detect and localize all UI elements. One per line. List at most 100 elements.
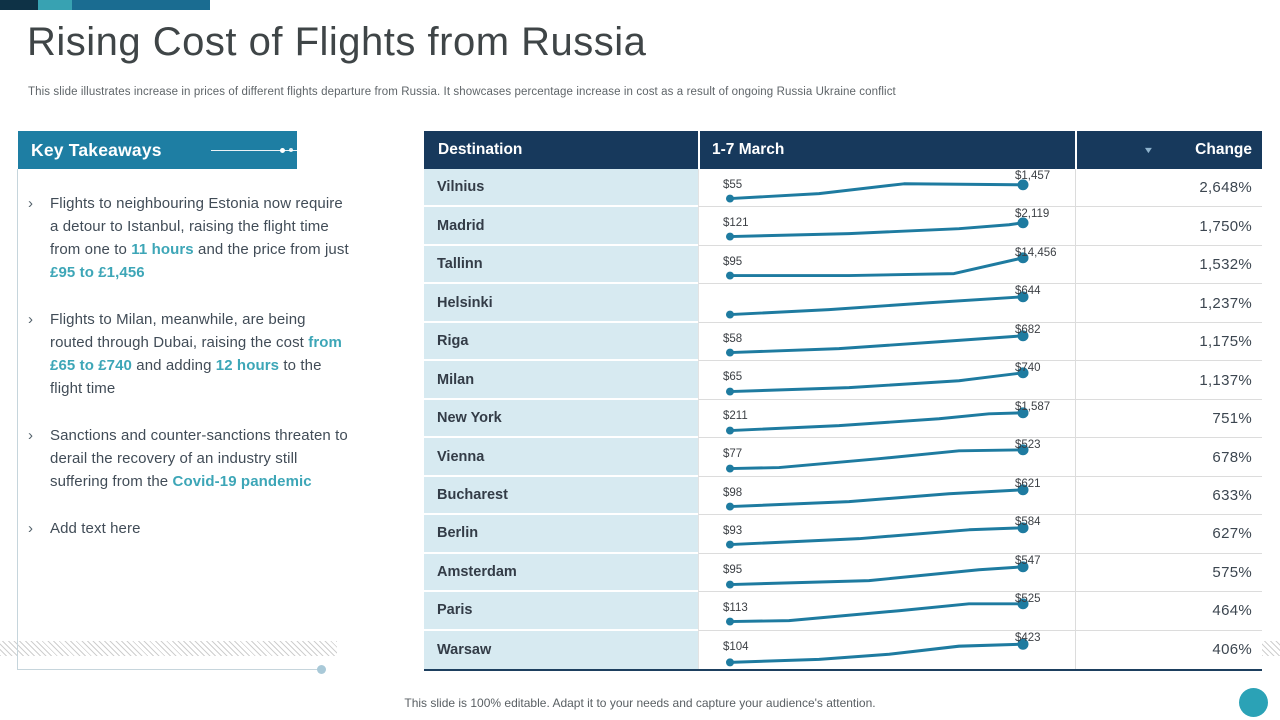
end-point-marker bbox=[1017, 291, 1029, 303]
price-trend-cell: $121 $2,119 bbox=[698, 207, 1075, 246]
price-trend-cell: $113 $525 bbox=[698, 592, 1075, 631]
top-accent-segment bbox=[0, 0, 38, 10]
start-point-marker bbox=[726, 464, 734, 473]
sparkline-path bbox=[728, 295, 1025, 317]
sparkline-path bbox=[728, 221, 1025, 239]
table-row: Berlin $93 $584 627% bbox=[424, 515, 1262, 554]
sparkline-path bbox=[728, 602, 1025, 624]
sparkline-path bbox=[728, 526, 1025, 547]
change-percent-cell: 627% bbox=[1075, 515, 1262, 554]
sparkline-path bbox=[728, 371, 1025, 394]
change-percent-cell: 1,532% bbox=[1075, 245, 1262, 285]
sparkline-chart bbox=[726, 217, 1029, 241]
end-point-marker bbox=[1017, 179, 1029, 191]
start-point-marker bbox=[726, 271, 734, 280]
price-trend-cell: $93 $584 bbox=[698, 515, 1075, 554]
text-segment: to the flight time bbox=[50, 357, 322, 397]
change-percent-cell: 1,237% bbox=[1075, 284, 1262, 323]
table-row: Riga $58 $682 1,175% bbox=[424, 322, 1262, 362]
destination-cell: Helsinki bbox=[424, 284, 698, 323]
table-row: Paris $113 $525 464% bbox=[424, 592, 1262, 631]
price-trend-cell: $95 $14,456 bbox=[698, 245, 1075, 285]
change-percent-cell: 464% bbox=[1075, 592, 1262, 631]
end-point-marker bbox=[1017, 484, 1029, 495]
table-row: Tallinn $95 $14,456 1,532% bbox=[424, 245, 1262, 285]
end-price-label: $523 bbox=[1015, 439, 1041, 452]
table-row: Vienna $77 $523 678% bbox=[424, 438, 1262, 477]
end-point-marker bbox=[1017, 638, 1029, 650]
destination-cell: Vilnius bbox=[424, 169, 698, 208]
end-point-marker bbox=[1017, 217, 1029, 229]
sparkline-chart bbox=[726, 179, 1029, 203]
highlighted-text: Covid-19 pandemic bbox=[172, 473, 312, 490]
sparkline-chart bbox=[726, 598, 1029, 626]
takeaway-text: Add text here bbox=[50, 517, 141, 540]
start-price-label: $58 bbox=[723, 332, 743, 345]
price-trend-cell: $55 $1,457 bbox=[698, 169, 1075, 208]
start-point-marker bbox=[726, 311, 734, 319]
start-price-label: $95 bbox=[723, 563, 743, 576]
destination-cell: Vienna bbox=[424, 438, 698, 477]
destination-cell: New York bbox=[424, 399, 698, 439]
destination-cell: Amsterdam bbox=[424, 553, 698, 593]
sparkline-path bbox=[728, 642, 1025, 664]
bullet-chevron-icon: › bbox=[28, 311, 33, 328]
decor-dot bbox=[280, 147, 285, 153]
table-row: New York $211 $1,587 751% bbox=[424, 399, 1262, 439]
takeaway-item[interactable]: › Add text here bbox=[28, 517, 350, 540]
start-point-marker bbox=[726, 540, 734, 549]
sparkline-path bbox=[728, 334, 1025, 354]
start-point-marker bbox=[726, 233, 734, 241]
change-percent-cell: 1,175% bbox=[1075, 322, 1262, 362]
takeaway-item: › Flights to neighbouring Estonia now req… bbox=[28, 192, 350, 284]
end-point-marker bbox=[1017, 367, 1029, 379]
end-point-marker bbox=[1017, 444, 1029, 456]
destination-cell: Paris bbox=[424, 592, 698, 631]
end-point-marker bbox=[1017, 522, 1029, 534]
sparkline-path bbox=[728, 448, 1025, 471]
key-takeaways-list: › Flights to neighbouring Estonia now req… bbox=[28, 192, 350, 564]
start-point-marker bbox=[726, 348, 734, 357]
table-header-row: Destination 1-7 March ▼ Change bbox=[424, 131, 1262, 169]
end-price-label: $547 bbox=[1015, 554, 1041, 567]
end-point-marker bbox=[1017, 561, 1029, 572]
sort-descending-icon[interactable]: ▼ bbox=[1142, 145, 1155, 155]
takeaway-item: › Sanctions and counter-sanctions threate… bbox=[28, 424, 350, 493]
destination-cell: Milan bbox=[424, 361, 698, 400]
bullet-chevron-icon: › bbox=[28, 195, 33, 212]
sparkline-chart bbox=[726, 484, 1029, 511]
top-accent-segment bbox=[72, 0, 210, 10]
table-row: Milan $65 $740 1,137% bbox=[424, 361, 1262, 400]
end-price-label: $621 bbox=[1015, 477, 1041, 490]
start-point-marker bbox=[726, 194, 734, 203]
start-point-marker bbox=[726, 657, 734, 667]
table-row: Madrid $121 $2,119 1,750% bbox=[424, 207, 1262, 246]
end-point-marker bbox=[1017, 598, 1029, 610]
highlighted-text: 12 hours bbox=[215, 357, 280, 374]
column-header-destination: Destination bbox=[438, 141, 523, 158]
change-percent-cell: 1,750% bbox=[1075, 207, 1262, 246]
decor-hatch-band-right bbox=[1262, 641, 1280, 656]
sparkline-chart bbox=[726, 444, 1029, 473]
end-price-label: $2,119 bbox=[1015, 208, 1050, 221]
text-segment: and adding bbox=[132, 357, 216, 374]
table-row: Vilnius $55 $1,457 2,648% bbox=[424, 169, 1262, 208]
price-trend-cell: $211 $1,587 bbox=[698, 399, 1075, 439]
sparkline-path bbox=[728, 565, 1025, 586]
start-price-label: $121 bbox=[723, 217, 749, 230]
top-accent-segment bbox=[38, 0, 72, 10]
end-price-label: $525 bbox=[1015, 593, 1041, 606]
sparkline-chart bbox=[726, 367, 1029, 396]
highlighted-text: 11 hours bbox=[131, 241, 194, 258]
change-percent-cell: 678% bbox=[1075, 438, 1262, 477]
start-point-marker bbox=[726, 502, 734, 511]
sparkline-chart bbox=[726, 330, 1029, 357]
end-price-label: $1,587 bbox=[1015, 400, 1051, 413]
key-takeaways-title: Key Takeaways bbox=[31, 139, 162, 160]
table-row: Amsterdam $95 $547 575% bbox=[424, 553, 1262, 593]
start-price-label: $113 bbox=[723, 602, 748, 615]
change-percent-cell: 575% bbox=[1075, 553, 1262, 593]
start-price-label: $211 bbox=[723, 409, 748, 422]
table-body: Vilnius $55 $1,457 2,648% Madrid $121 $2,119 1,… bbox=[424, 169, 1262, 670]
table-row: Warsaw $104 $423 406% bbox=[424, 630, 1262, 670]
